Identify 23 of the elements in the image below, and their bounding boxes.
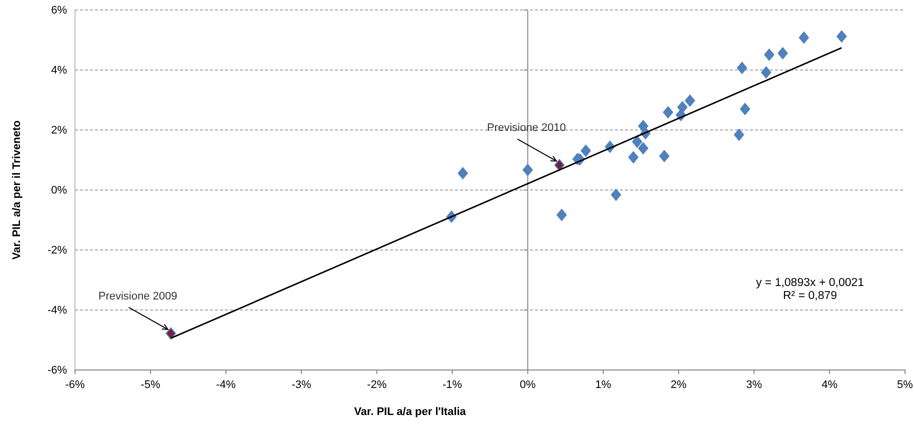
x-axis-title: Var. PIL a/a per l'Italia: [354, 406, 467, 418]
y-tick-label: 0%: [51, 184, 68, 197]
y-axis-title: Var. PIL a/a per il Triveneto: [11, 120, 23, 260]
x-tick-label: 2%: [670, 378, 687, 391]
y-tick-label: 2%: [51, 124, 68, 137]
annotation: Previsione 2009: [98, 290, 178, 302]
x-tick-label: -1%: [442, 378, 462, 391]
x-tick-label: 5%: [897, 378, 914, 391]
annotation: y = 1,0893x + 0,0021 R² = 0,879: [756, 277, 864, 302]
y-tick-label: -6%: [47, 364, 68, 377]
y-tick-label: -4%: [47, 304, 68, 317]
x-tick-label: -4%: [216, 378, 236, 391]
x-tick-label: -3%: [292, 378, 312, 391]
x-tick-label: -6%: [65, 378, 85, 391]
y-tick-label: 6%: [51, 4, 68, 17]
x-tick-label: 3%: [746, 378, 762, 391]
x-tick-label: -5%: [140, 378, 160, 391]
y-tick-label: 4%: [51, 64, 68, 77]
y-tick-label: -2%: [47, 244, 68, 257]
x-tick-label: 4%: [822, 378, 838, 391]
x-tick-label: -2%: [367, 378, 387, 391]
x-tick-label: 0%: [520, 378, 536, 391]
x-tick-label: 1%: [595, 378, 612, 391]
